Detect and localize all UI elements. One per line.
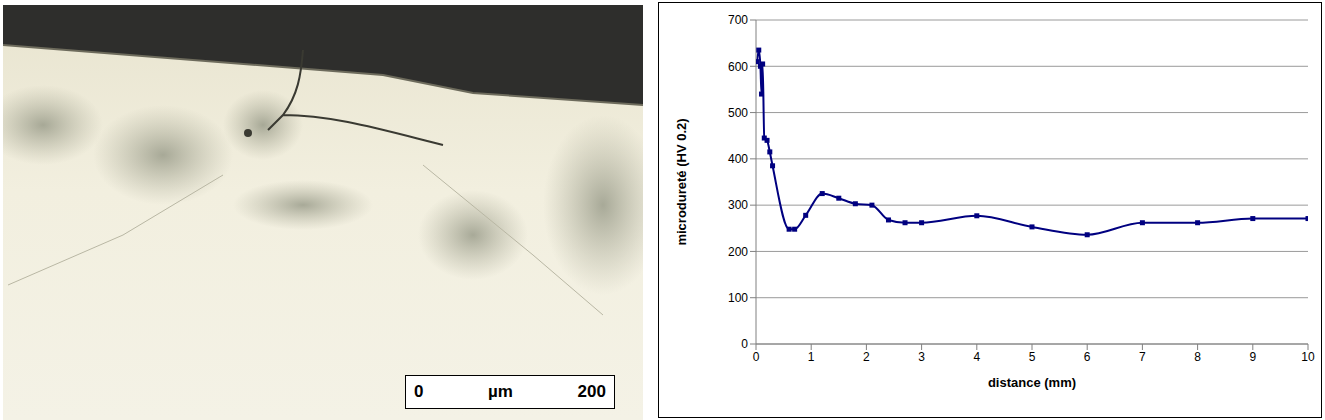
svg-text:100: 100 [728, 291, 748, 305]
svg-text:600: 600 [728, 60, 748, 74]
svg-text:6: 6 [1084, 350, 1091, 364]
svg-text:10: 10 [1301, 350, 1315, 364]
html-text:200: 200 [577, 382, 606, 401]
svg-text:400: 400 [728, 152, 748, 166]
svg-text:700: 700 [728, 13, 748, 27]
svg-text:0: 0 [741, 337, 748, 351]
svg-text:0: 0 [753, 350, 760, 364]
svg-text:microdureté (HV 0.2): microdureté (HV 0.2) [674, 118, 689, 245]
svg-text:8: 8 [1194, 350, 1201, 364]
svg-text:9: 9 [1249, 350, 1256, 364]
svg-text:200: 200 [728, 245, 748, 259]
svg-text:distance (mm): distance (mm) [988, 375, 1076, 390]
svg-text:500: 500 [728, 106, 748, 120]
html-text:0: 0 [414, 382, 424, 401]
html-text:µm: µm [488, 382, 513, 401]
svg-text:5: 5 [1029, 350, 1036, 364]
svg-text:300: 300 [728, 198, 748, 212]
svg-text:4: 4 [973, 350, 980, 364]
svg-text:7: 7 [1139, 350, 1146, 364]
svg-text:1: 1 [808, 350, 815, 364]
svg-text:3: 3 [918, 350, 925, 364]
svg-text:2: 2 [863, 350, 870, 364]
